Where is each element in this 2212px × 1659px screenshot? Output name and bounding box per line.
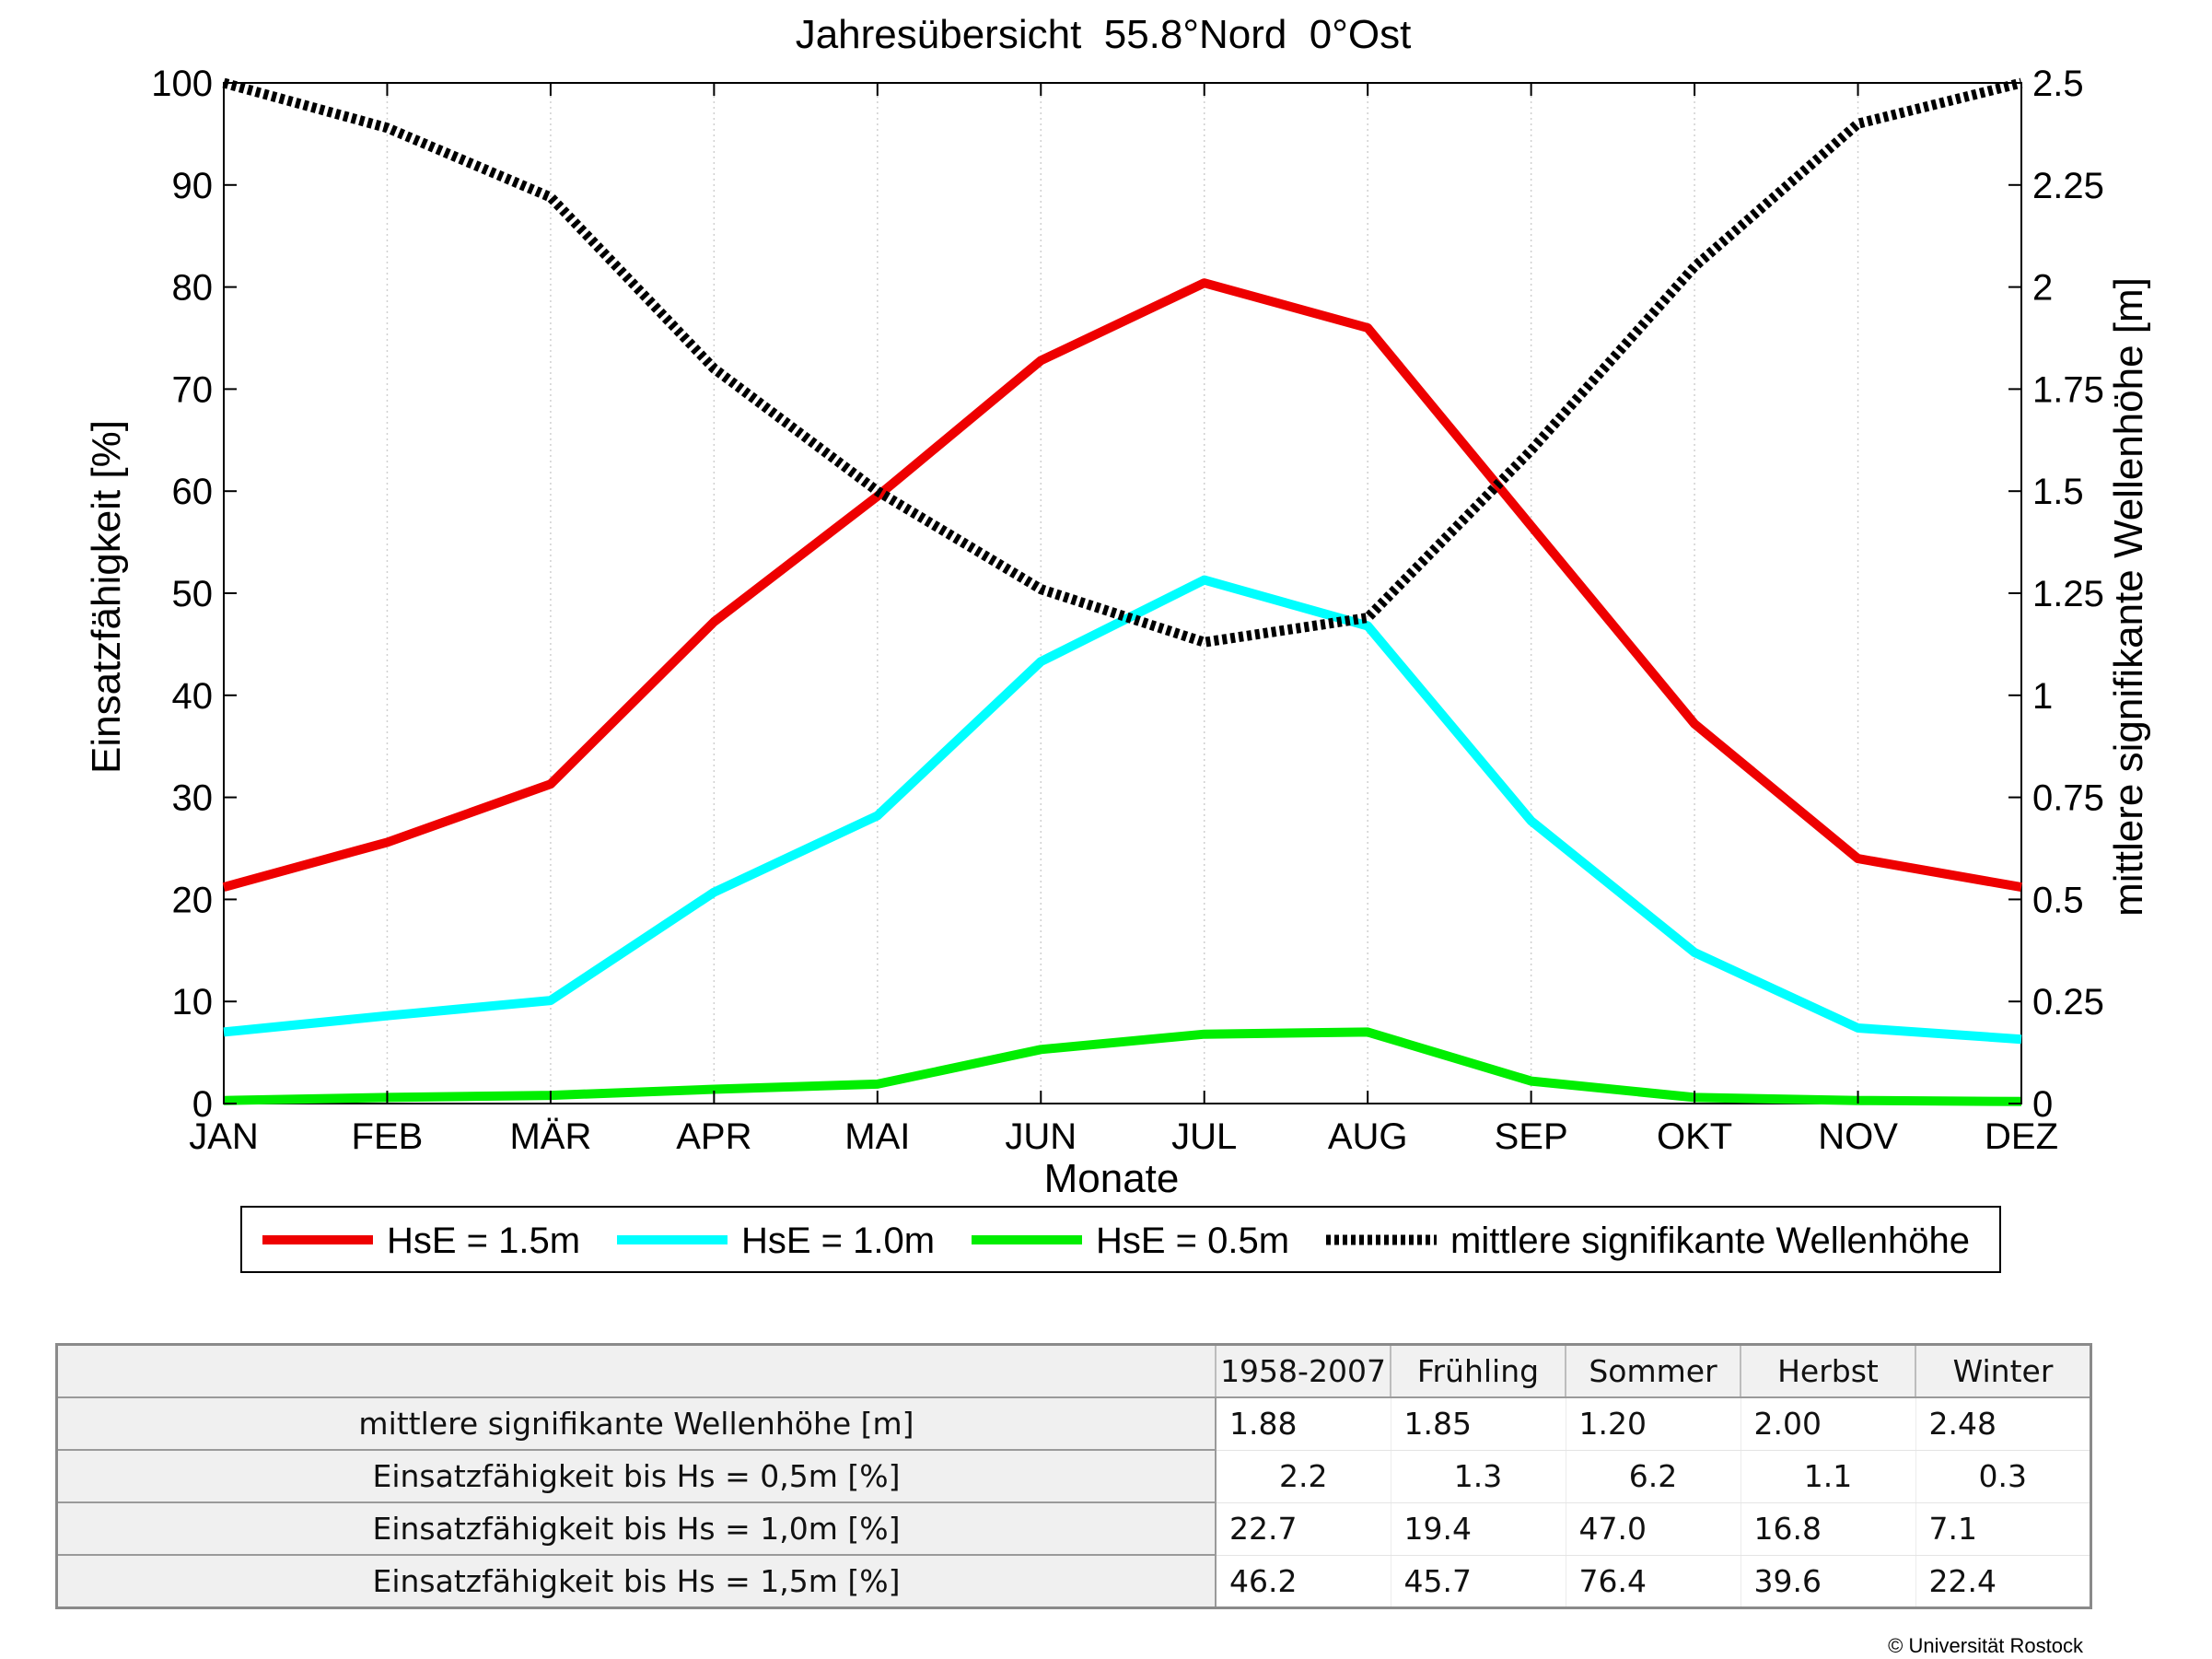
- right-axis-tick-label: 1.5: [2032, 472, 2084, 512]
- table-row: Einsatzfähigkeit bis Hs = 1,0m [%] 22.7 …: [56, 1501, 2091, 1556]
- table-cell: 76.4: [1565, 1555, 1740, 1608]
- table-row: Einsatzfähigkeit bis Hs = 1,5m [%] 46.2 …: [56, 1554, 2091, 1609]
- table-cell: 7.1: [1915, 1502, 2091, 1556]
- table-cell: 2.00: [1740, 1397, 1915, 1451]
- right-axis-tick-label: 2.5: [2032, 64, 2084, 104]
- table-cell: 1.3: [1390, 1450, 1566, 1503]
- table-cell: 22.4: [1915, 1555, 2091, 1608]
- grid-lines: [386, 83, 1859, 1104]
- table-cell: 2.2: [1215, 1450, 1391, 1503]
- right-axis: 0 0.25 0.5 0.75 1 1.25 1.5 1.75 2 2.25 2.5: [2008, 64, 2104, 1125]
- x-tick-label: JUN: [1005, 1116, 1077, 1157]
- column-header: Sommer: [1565, 1344, 1740, 1398]
- legend-label: HsE = 0.5m: [1096, 1221, 1289, 1261]
- table-cell: 1.88: [1215, 1397, 1391, 1451]
- table-corner-cell: [56, 1344, 1216, 1398]
- table-cell: 1.20: [1565, 1397, 1740, 1451]
- series-layer: [222, 77, 2023, 1106]
- right-axis-tick-label: 0.25: [2032, 982, 2104, 1022]
- table-cell: 45.7: [1390, 1555, 1566, 1608]
- table-row: Einsatzfähigkeit bis Hs = 0,5m [%] 2.2 1…: [56, 1449, 2091, 1503]
- row-header: mittlere signifikante Wellenhöhe [m]: [56, 1396, 1217, 1451]
- table-cell: 22.7: [1215, 1502, 1391, 1556]
- row-header: Einsatzfähigkeit bis Hs = 1,5m [%]: [56, 1554, 1217, 1609]
- right-axis-tick-label: 2: [2032, 268, 2053, 309]
- table-cell: 6.2: [1565, 1450, 1740, 1503]
- right-axis-tick-label: 2.25: [2032, 166, 2104, 206]
- column-header: Herbst: [1740, 1344, 1915, 1398]
- left-axis: 0 10 20 30 40 50 60 70 80 90 100: [151, 64, 237, 1125]
- table-cell: 16.8: [1740, 1502, 1915, 1556]
- table-cell: 0.3: [1915, 1450, 2091, 1503]
- legend-box: [240, 1206, 2001, 1273]
- legend: HsE = 1.5m HsE = 1.0m HsE = 0.5m mittlere s…: [240, 1206, 2001, 1273]
- x-tick-label: APR: [676, 1116, 751, 1157]
- table-cell: 47.0: [1565, 1502, 1740, 1556]
- column-header: Winter: [1915, 1344, 2091, 1398]
- series-line-3: [223, 1027, 2022, 1106]
- left-axis-tick-label: 60: [172, 472, 214, 512]
- x-tick-label: DEZ: [1985, 1116, 2058, 1157]
- x-tick-label: AUG: [1328, 1116, 1408, 1157]
- legend-label: HsE = 1.0m: [741, 1221, 935, 1261]
- copyright-notice: © Universität Rostock: [1888, 1634, 2083, 1657]
- series-line-4: [222, 77, 2023, 648]
- column-header: Frühling: [1390, 1344, 1566, 1398]
- x-tick-label: FEB: [352, 1116, 424, 1157]
- left-axis-tick-label: 80: [172, 268, 214, 309]
- x-axis: JAN FEB MÄR APR MAI JUN JUL AUG SEP OKT NOV DEZ: [189, 1091, 2058, 1157]
- column-header: 1958-2007: [1215, 1344, 1391, 1398]
- table-cell: 46.2: [1215, 1555, 1391, 1608]
- x-tick-label: SEP: [1495, 1116, 1568, 1157]
- right-axis-tick-label: 0: [2032, 1084, 2053, 1125]
- x-axis-label: Monate: [1044, 1156, 1180, 1201]
- table-cell: 2.48: [1915, 1397, 2091, 1451]
- chart-title: Jahresübersicht 55.8°Nord 0°Ost: [796, 12, 1412, 57]
- left-axis-tick-label: 10: [172, 982, 214, 1022]
- table-cell: 39.6: [1740, 1555, 1915, 1608]
- x-tick-label: MÄR: [509, 1116, 591, 1157]
- x-tick-label: NOV: [1818, 1116, 1898, 1157]
- table-cell: 19.4: [1390, 1502, 1566, 1556]
- legend-label: HsE = 1.5m: [387, 1221, 580, 1261]
- series-line-2: [223, 575, 2022, 1045]
- series-line-1: [222, 278, 2022, 893]
- left-axis-tick-label: 30: [172, 778, 214, 819]
- table-cell: 1.1: [1740, 1450, 1915, 1503]
- left-axis-tick-label: 40: [172, 676, 214, 717]
- right-axis-label: mittlere signifikante Wellenhöhe [m]: [2106, 277, 2151, 917]
- left-axis-tick-label: 90: [172, 166, 214, 206]
- right-axis-tick-label: 1.25: [2032, 574, 2104, 614]
- x-tick-label: MAI: [844, 1116, 910, 1157]
- left-axis-tick-label: 100: [151, 64, 213, 104]
- legend-label: mittlere signifikante Wellenhöhe: [1450, 1221, 1970, 1261]
- table-row: mittlere signifikante Wellenhöhe [m] 1.8…: [56, 1396, 2091, 1451]
- right-axis-tick-label: 0.5: [2032, 880, 2084, 920]
- x-tick-label: JAN: [189, 1116, 259, 1157]
- row-header: Einsatzfähigkeit bis Hs = 1,0m [%]: [56, 1501, 1217, 1556]
- row-header: Einsatzfähigkeit bis Hs = 0,5m [%]: [56, 1449, 1217, 1503]
- right-axis-tick-label: 0.75: [2032, 778, 2104, 819]
- summary-table: 1958-2007 Frühling Sommer Herbst Winter …: [55, 1343, 2092, 1609]
- left-axis-tick-label: 20: [172, 880, 214, 920]
- table-cell: 1.85: [1390, 1397, 1566, 1451]
- left-axis-label: Einsatzfähigkeit [%]: [84, 420, 129, 774]
- right-axis-tick-label: 1.75: [2032, 369, 2104, 410]
- left-axis-tick-label: 70: [172, 369, 214, 410]
- x-tick-label: JUL: [1171, 1116, 1237, 1157]
- left-axis-tick-label: 0: [192, 1084, 213, 1125]
- plot-area: [223, 82, 2022, 1104]
- table-header-row: 1958-2007 Frühling Sommer Herbst Winter: [56, 1344, 2091, 1398]
- left-axis-tick-label: 50: [172, 574, 214, 614]
- right-axis-tick-label: 1: [2032, 676, 2053, 717]
- x-tick-label: OKT: [1657, 1116, 1732, 1157]
